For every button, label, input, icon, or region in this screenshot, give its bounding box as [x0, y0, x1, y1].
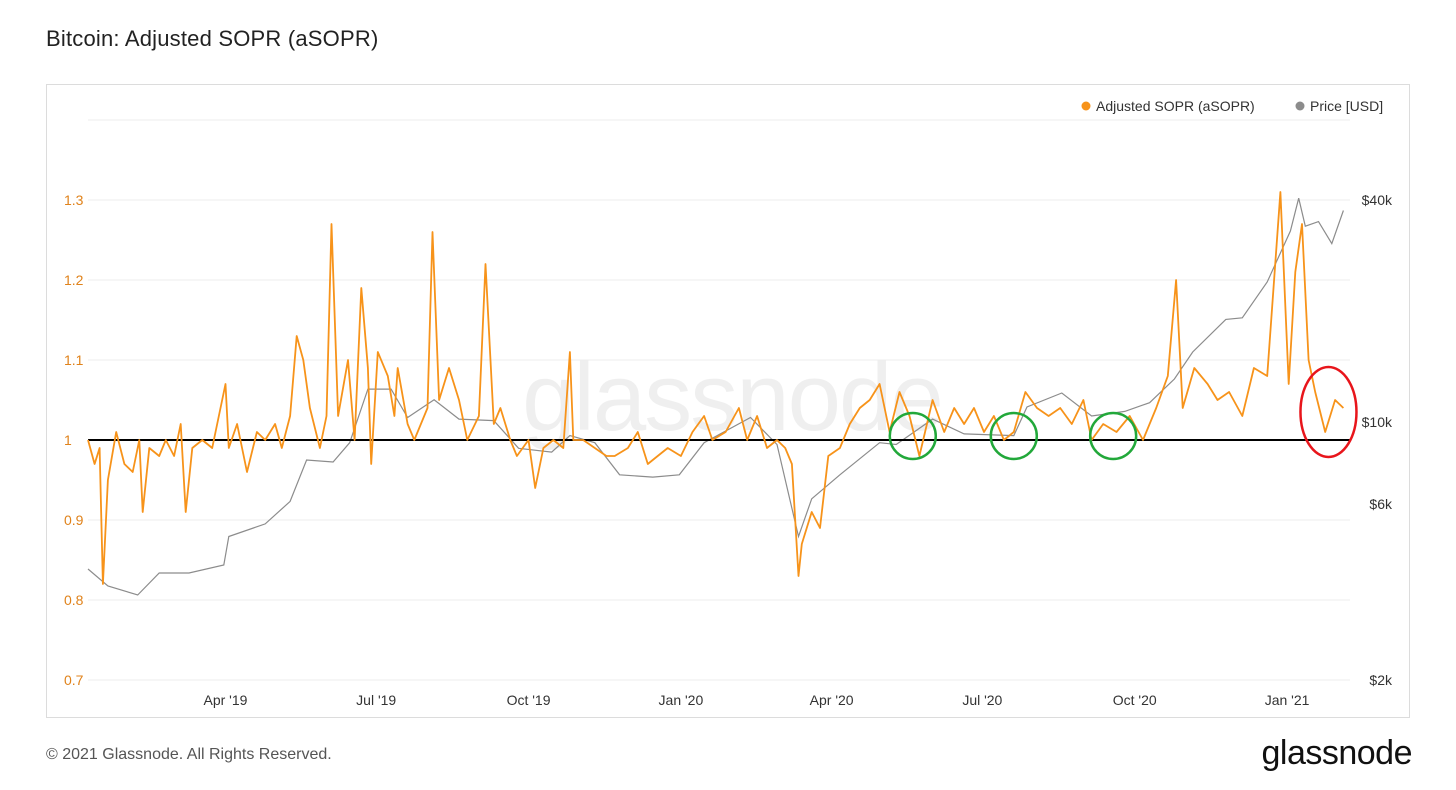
- left-tick-label: 0.8: [64, 592, 84, 608]
- x-tick-label: Jan '21: [1265, 692, 1310, 708]
- green-circle-annotation: [989, 411, 1039, 461]
- x-tick-label: Apr '19: [204, 692, 248, 708]
- left-tick-label: 0.9: [64, 512, 84, 528]
- chart-title: Bitcoin: Adjusted SOPR (aSOPR): [46, 26, 379, 51]
- left-tick-label: 1.1: [64, 352, 84, 368]
- glassnode-logo[interactable]: glassnode: [1261, 734, 1412, 772]
- legend-price-swatch: [1295, 101, 1305, 111]
- right-axis-ticks: $2k $6k $10k $40k: [1362, 192, 1393, 688]
- legend-asopr-label: Adjusted SOPR (aSOPR): [1096, 98, 1255, 114]
- x-tick-label: Apr '20: [810, 692, 854, 708]
- annotation-circles: [888, 365, 1358, 461]
- left-tick-label: 1: [64, 432, 72, 448]
- green-circle-annotation: [1088, 411, 1138, 461]
- watermark-text: glassnode: [522, 344, 942, 451]
- left-tick-label: 1.2: [64, 272, 84, 288]
- x-tick-label: Jan '20: [659, 692, 704, 708]
- chart-frame: [46, 84, 1410, 718]
- right-tick-label: $6k: [1369, 496, 1393, 512]
- right-tick-label: $10k: [1362, 414, 1393, 430]
- right-tick-label: $2k: [1369, 672, 1393, 688]
- x-tick-label: Jul '20: [962, 692, 1002, 708]
- x-tick-label: Jul '19: [356, 692, 396, 708]
- left-tick-label: 0.7: [64, 672, 84, 688]
- x-axis-ticks: Apr '19 Jul '19 Oct '19 Jan '20 Apr '20 Jul '…: [204, 692, 1310, 708]
- green-circle-annotation: [888, 411, 938, 461]
- legend[interactable]: Adjusted SOPR (aSOPR) Price [USD]: [1081, 98, 1384, 114]
- legend-asopr-swatch: [1081, 101, 1091, 111]
- right-tick-label: $40k: [1362, 192, 1393, 208]
- footer-copyright: © 2021 Glassnode. All Rights Reserved.: [46, 746, 332, 763]
- series-asopr-line: [87, 191, 1345, 585]
- x-tick-label: Oct '19: [507, 692, 551, 708]
- left-axis-ticks: 0.7 0.8 0.9 1 1.1 1.2 1.3: [64, 192, 84, 688]
- red-ellipse-annotation: [1299, 365, 1358, 459]
- legend-price-label: Price [USD]: [1310, 98, 1383, 114]
- left-tick-label: 1.3: [64, 192, 84, 208]
- x-tick-label: Oct '20: [1113, 692, 1157, 708]
